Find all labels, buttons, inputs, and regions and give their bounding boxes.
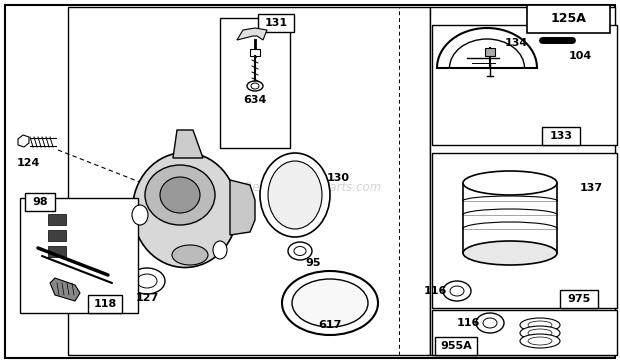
Ellipse shape [294, 246, 306, 256]
Ellipse shape [528, 321, 552, 329]
Ellipse shape [213, 241, 227, 259]
Bar [430, 7, 615, 355]
Ellipse shape [520, 334, 560, 348]
Ellipse shape [450, 286, 464, 296]
Bar [68, 7, 430, 355]
Bar [435, 337, 477, 355]
Ellipse shape [528, 329, 552, 337]
Bar [527, 5, 610, 33]
Ellipse shape [137, 274, 157, 288]
Bar [48, 230, 66, 241]
Ellipse shape [260, 153, 330, 237]
Polygon shape [50, 278, 80, 301]
Ellipse shape [172, 245, 208, 265]
Ellipse shape [132, 205, 148, 225]
Ellipse shape [129, 268, 165, 294]
Ellipse shape [247, 81, 263, 91]
Text: 131: 131 [265, 18, 288, 28]
Bar [485, 48, 495, 56]
Bar [220, 18, 290, 148]
Text: 137: 137 [580, 183, 603, 193]
Text: 104: 104 [569, 51, 592, 61]
Text: 95: 95 [305, 258, 321, 268]
Text: 617: 617 [318, 320, 342, 330]
Ellipse shape [292, 279, 368, 327]
Ellipse shape [133, 152, 237, 268]
Text: eReplacementParts.com: eReplacementParts.com [238, 182, 382, 195]
Text: 975: 975 [567, 294, 591, 304]
Ellipse shape [160, 177, 200, 213]
Bar [432, 153, 617, 308]
Ellipse shape [483, 318, 497, 328]
Text: 125A: 125A [550, 12, 586, 25]
Text: 124: 124 [16, 158, 40, 168]
Bar [48, 214, 66, 225]
Polygon shape [173, 130, 203, 158]
Ellipse shape [443, 281, 471, 301]
Ellipse shape [268, 161, 322, 229]
Text: 134: 134 [505, 38, 528, 48]
Polygon shape [230, 180, 255, 235]
Text: 130: 130 [327, 173, 350, 183]
Text: 118: 118 [94, 299, 117, 309]
Ellipse shape [463, 171, 557, 195]
Text: 634: 634 [243, 95, 267, 105]
Polygon shape [237, 28, 267, 40]
Ellipse shape [288, 242, 312, 260]
Ellipse shape [476, 313, 504, 333]
Bar [432, 25, 617, 145]
Ellipse shape [520, 318, 560, 332]
Ellipse shape [463, 241, 557, 265]
Text: 133: 133 [549, 131, 572, 141]
Bar [88, 295, 122, 313]
Text: 127: 127 [135, 293, 159, 303]
Bar [25, 193, 55, 211]
Text: 116: 116 [423, 286, 447, 296]
Bar [48, 246, 66, 257]
Ellipse shape [145, 165, 215, 225]
Ellipse shape [282, 271, 378, 335]
Text: 955A: 955A [440, 341, 472, 351]
Bar [20, 198, 138, 313]
Bar [560, 290, 598, 308]
Ellipse shape [251, 83, 259, 89]
Ellipse shape [520, 326, 560, 340]
Ellipse shape [528, 337, 552, 345]
Bar [432, 310, 617, 355]
Text: 98: 98 [32, 197, 48, 207]
Bar [250, 49, 260, 56]
Polygon shape [18, 135, 29, 147]
Bar [258, 14, 294, 32]
Text: 116: 116 [456, 318, 480, 328]
Bar [542, 127, 580, 145]
